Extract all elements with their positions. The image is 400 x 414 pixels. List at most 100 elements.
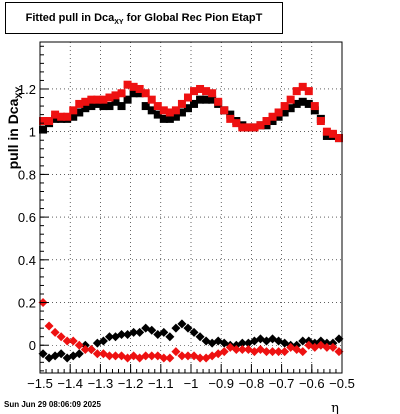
data-point xyxy=(177,319,187,329)
data-point xyxy=(171,323,181,333)
data-point xyxy=(159,353,169,363)
data-point xyxy=(292,87,301,96)
data-point xyxy=(165,114,174,123)
data-point xyxy=(123,95,132,104)
data-point xyxy=(135,84,144,93)
data-point xyxy=(159,114,168,123)
data-point xyxy=(202,87,211,96)
data-point xyxy=(159,327,169,337)
x-tick-label: −1.3 xyxy=(88,376,114,391)
data-point xyxy=(183,323,193,333)
title-box: Fitted pull in DcaXY for Global Rec Pion… xyxy=(5,2,283,34)
data-point xyxy=(208,89,217,98)
data-point xyxy=(280,347,290,357)
data-point xyxy=(262,347,271,357)
title-suffix: for Global Rec Pion EtapT xyxy=(123,12,263,24)
x-tick-label: −1.5 xyxy=(27,376,53,391)
data-point xyxy=(249,347,259,357)
data-point xyxy=(183,104,192,113)
data-point xyxy=(81,97,90,106)
data-point xyxy=(298,347,308,357)
data-point xyxy=(45,117,54,126)
data-point xyxy=(292,99,301,108)
data-point xyxy=(75,108,84,117)
data-point xyxy=(310,106,319,115)
data-point xyxy=(237,338,247,348)
data-point xyxy=(316,117,325,126)
data-point xyxy=(189,327,199,337)
data-point xyxy=(322,131,331,140)
data-point xyxy=(195,353,205,363)
data-point xyxy=(87,95,96,104)
data-point xyxy=(129,327,139,337)
data-point xyxy=(268,112,277,121)
data-point xyxy=(87,102,96,111)
data-point xyxy=(63,112,72,121)
data-point xyxy=(274,108,283,117)
series-1 xyxy=(39,80,343,143)
data-point xyxy=(153,110,162,119)
data-point xyxy=(183,351,193,361)
data-point xyxy=(123,80,132,89)
data-point xyxy=(304,87,313,96)
data-point xyxy=(104,332,114,342)
y-tick-label: 0.4 xyxy=(18,253,36,268)
data-point xyxy=(171,106,180,115)
data-point xyxy=(69,106,78,115)
title-prefix: Fitted pull in Dca xyxy=(25,12,115,24)
data-point xyxy=(280,108,289,117)
data-point xyxy=(171,112,180,121)
data-point xyxy=(51,110,60,119)
data-point xyxy=(286,104,295,113)
data-point xyxy=(220,106,229,115)
data-point xyxy=(81,104,90,113)
data-point xyxy=(141,351,151,361)
data-point xyxy=(75,99,84,108)
data-point xyxy=(256,121,265,130)
y-tick-label: 0.8 xyxy=(18,167,36,182)
data-point xyxy=(92,349,102,359)
data-point xyxy=(50,327,60,337)
data-point xyxy=(153,102,162,111)
data-point xyxy=(74,340,84,350)
data-point xyxy=(334,347,344,357)
y-tick-label: 0 xyxy=(29,338,36,353)
data-point xyxy=(104,351,114,361)
data-point xyxy=(238,123,247,132)
data-point xyxy=(69,112,78,121)
data-point xyxy=(171,347,181,357)
y-axis-label: pull in DcaXY xyxy=(5,87,24,170)
data-point xyxy=(129,89,138,98)
data-point xyxy=(99,95,108,104)
data-point xyxy=(231,345,241,355)
data-series xyxy=(38,80,344,363)
data-point xyxy=(56,332,66,342)
axes: −1.5 −1.4 −1.3 −1.2 −1.1 −1 −0.9 −0.8 −0.7 −0.6 −0… xyxy=(18,45,355,391)
data-point xyxy=(56,349,66,359)
x-tick-label: −0.9 xyxy=(208,376,234,391)
data-point xyxy=(111,97,120,106)
data-point xyxy=(93,99,102,108)
data-point xyxy=(135,327,145,337)
data-point xyxy=(62,336,72,346)
data-point xyxy=(141,102,150,111)
data-point xyxy=(286,95,295,104)
data-point xyxy=(51,114,60,123)
data-point xyxy=(195,332,205,342)
data-point xyxy=(111,91,120,100)
data-point xyxy=(334,134,343,143)
data-point xyxy=(86,345,96,355)
timestamp: Sun Jun 29 08:06:09 2025 xyxy=(4,400,101,409)
x-tick-label: −0.6 xyxy=(299,376,325,391)
data-point xyxy=(232,119,241,128)
data-point xyxy=(328,129,337,138)
data-point xyxy=(183,93,192,102)
data-point xyxy=(202,95,211,104)
data-point xyxy=(117,102,126,111)
data-point xyxy=(274,112,283,121)
data-point xyxy=(177,351,187,361)
data-point xyxy=(310,102,319,111)
data-point xyxy=(196,95,205,104)
data-point xyxy=(93,95,102,104)
